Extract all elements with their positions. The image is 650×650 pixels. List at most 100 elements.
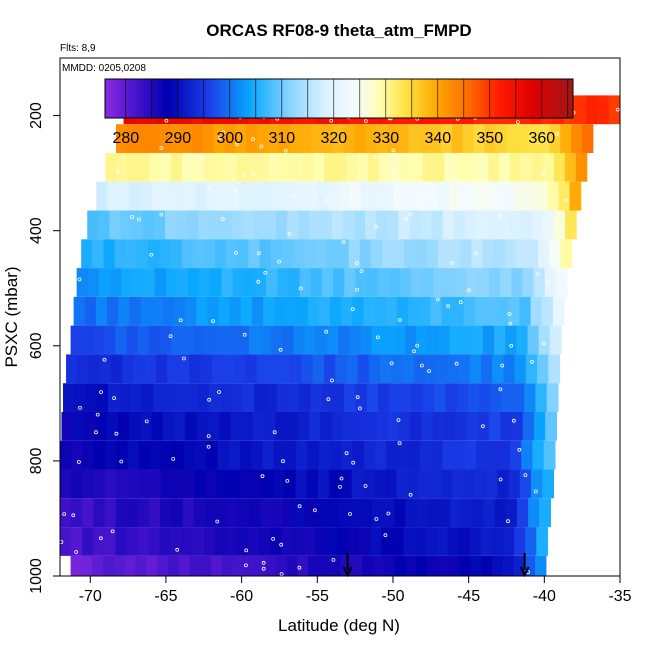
heat-cell bbox=[162, 181, 174, 211]
heat-cell bbox=[494, 498, 507, 528]
data-point bbox=[291, 193, 296, 198]
heat-cell bbox=[524, 555, 536, 576]
heat-cell bbox=[198, 383, 210, 412]
heat-cell bbox=[430, 469, 442, 499]
heat-cell bbox=[320, 210, 333, 240]
x-tick-label: -40 bbox=[533, 588, 556, 605]
heat-cell bbox=[136, 239, 149, 269]
heat-cell bbox=[206, 181, 219, 211]
heat-cell bbox=[307, 296, 320, 326]
heat-cell bbox=[397, 124, 410, 153]
data-point bbox=[341, 240, 346, 245]
heat-cell bbox=[491, 555, 504, 576]
heat-cell bbox=[481, 181, 494, 211]
data-point bbox=[397, 441, 402, 446]
data-point bbox=[454, 361, 459, 366]
heat-cell bbox=[376, 210, 388, 240]
colorbar-segment bbox=[362, 79, 367, 118]
colorbar-segment bbox=[514, 79, 519, 118]
heat-cell bbox=[170, 239, 183, 269]
heat-cell bbox=[116, 440, 129, 470]
heat-cell bbox=[553, 152, 566, 182]
heat-cell bbox=[404, 181, 417, 211]
heat-cell bbox=[281, 239, 294, 269]
data-point bbox=[297, 504, 302, 509]
heat-cell bbox=[95, 411, 108, 441]
heat-cell bbox=[115, 325, 127, 355]
heat-cell bbox=[173, 296, 186, 326]
colorbar-segment bbox=[140, 79, 145, 118]
data-point bbox=[375, 335, 380, 340]
heat-cell bbox=[296, 440, 309, 470]
heat-cell bbox=[92, 239, 105, 269]
heat-cell bbox=[105, 152, 117, 182]
heat-cell bbox=[71, 498, 83, 528]
heat-cell bbox=[493, 239, 506, 269]
heat-cell bbox=[487, 440, 500, 470]
heat-cell bbox=[70, 325, 83, 355]
colorbar-segment bbox=[498, 79, 504, 118]
x-axis-label: Latitude (deg N) bbox=[278, 616, 400, 635]
heat-cell bbox=[511, 411, 524, 441]
heat-cell bbox=[396, 296, 409, 326]
heat-cell bbox=[92, 555, 104, 576]
heat-cell bbox=[460, 239, 472, 269]
heat-cell bbox=[467, 383, 480, 412]
heat-cell bbox=[552, 296, 565, 326]
heat-cell bbox=[199, 268, 211, 297]
colorbar-segment bbox=[280, 79, 285, 118]
heat-cell bbox=[383, 498, 395, 528]
data-point bbox=[330, 378, 334, 383]
colorbar-segment bbox=[124, 79, 129, 118]
heat-cell bbox=[497, 469, 510, 499]
heat-cell bbox=[341, 440, 354, 470]
heat-cell bbox=[155, 354, 168, 384]
colorbar-segment bbox=[272, 79, 278, 118]
y-tick-label: 600 bbox=[28, 332, 45, 359]
data-point bbox=[357, 406, 362, 411]
colorbar-segment bbox=[245, 79, 250, 118]
heat-cell bbox=[132, 268, 145, 297]
heat-cell bbox=[438, 325, 451, 355]
colorbar-segment bbox=[167, 79, 172, 118]
heat-cell bbox=[274, 296, 286, 326]
heat-cell bbox=[535, 555, 547, 576]
heat-cell bbox=[71, 469, 84, 499]
heat-cell bbox=[290, 354, 303, 384]
heat-cell bbox=[476, 440, 489, 470]
data-point bbox=[94, 430, 98, 435]
heat-cell bbox=[466, 268, 479, 297]
heat-cell bbox=[235, 124, 247, 153]
heat-cell bbox=[485, 296, 498, 326]
heat-cell bbox=[539, 498, 551, 528]
heat-cell bbox=[108, 383, 120, 412]
heat-cell bbox=[189, 555, 201, 576]
heat-cell bbox=[471, 239, 483, 269]
data-point bbox=[480, 424, 485, 429]
heat-cell bbox=[220, 210, 233, 240]
heat-cell bbox=[525, 181, 538, 211]
heat-cell bbox=[82, 440, 95, 470]
heat-cell bbox=[414, 527, 427, 556]
heat-cell bbox=[505, 325, 517, 355]
heat-cell bbox=[331, 210, 344, 240]
data-point bbox=[242, 332, 247, 337]
colorbar-segment bbox=[370, 79, 375, 118]
heat-cell bbox=[254, 268, 267, 297]
heat-cell bbox=[205, 469, 218, 499]
heat-cell bbox=[269, 152, 282, 182]
heat-cell bbox=[398, 411, 411, 441]
data-point bbox=[95, 412, 100, 417]
data-point bbox=[78, 405, 82, 410]
colorbar-segment bbox=[284, 79, 289, 118]
heat-cell bbox=[304, 325, 317, 355]
heat-cell bbox=[393, 181, 406, 211]
heat-cell bbox=[267, 354, 280, 384]
heat-cell bbox=[309, 210, 322, 240]
heat-cell bbox=[226, 239, 238, 269]
heat-cell bbox=[228, 469, 241, 499]
data-point bbox=[615, 107, 620, 112]
heat-cell bbox=[285, 296, 298, 326]
heat-cell bbox=[248, 325, 261, 355]
heat-cell bbox=[388, 268, 401, 297]
